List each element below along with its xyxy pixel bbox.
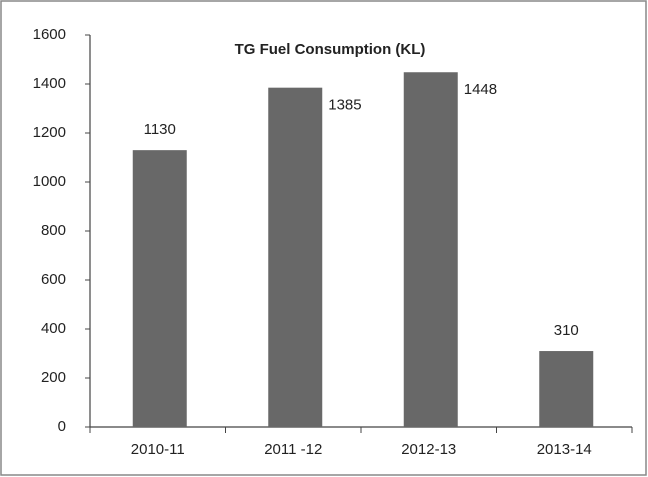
bar — [539, 351, 594, 427]
data-label: 310 — [554, 322, 579, 339]
y-tick-label: 800 — [41, 222, 66, 239]
bar — [268, 87, 323, 428]
data-label: 1130 — [144, 121, 176, 138]
y-tick-label: 1400 — [33, 75, 66, 92]
x-tick-label: 2013-14 — [537, 441, 592, 458]
data-label: 1385 — [328, 97, 361, 114]
chart-title: TG Fuel Consumption (KL) — [235, 41, 426, 58]
y-tick-label: 1200 — [33, 124, 66, 141]
y-tick-label: 400 — [41, 320, 66, 337]
y-tick-label: 1600 — [33, 26, 66, 43]
y-tick-label: 0 — [58, 418, 66, 435]
data-label: 1448 — [464, 81, 497, 98]
x-tick-label: 2011 -12 — [264, 441, 322, 458]
x-tick-label: 2012-13 — [401, 441, 456, 458]
bar — [132, 150, 187, 427]
y-tick-label: 600 — [41, 271, 66, 288]
y-tick-label: 1000 — [33, 173, 66, 190]
y-tick-label: 200 — [41, 369, 66, 386]
bar — [403, 72, 458, 428]
x-tick-label: 2010-11 — [131, 441, 185, 458]
